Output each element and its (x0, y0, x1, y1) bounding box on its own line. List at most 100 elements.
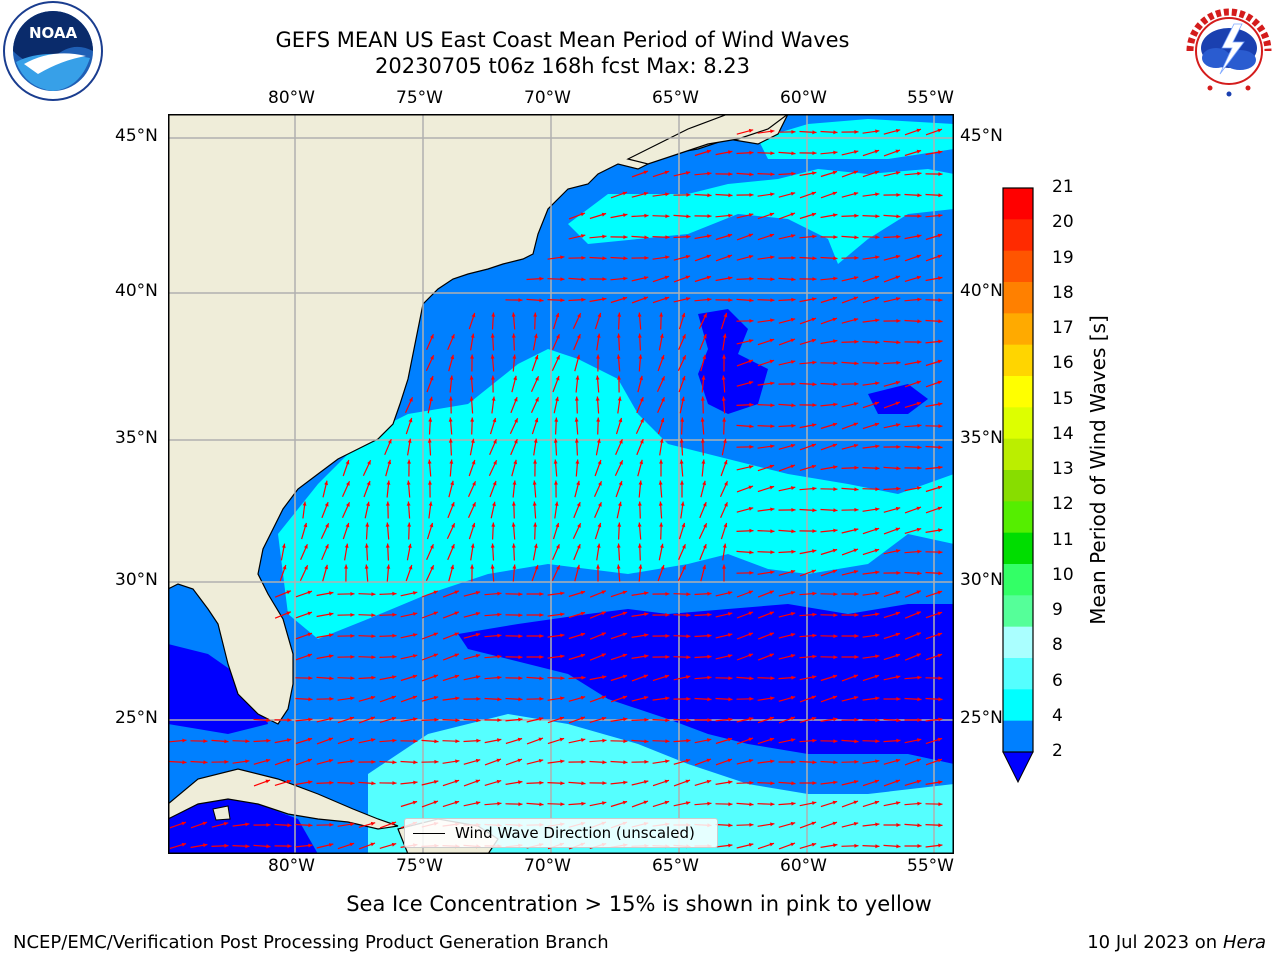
wave-direction-arrowhead (875, 487, 880, 492)
wave-direction-arrowhead (749, 802, 754, 807)
wave-direction-arrowhead (406, 480, 411, 485)
wave-direction-arrowhead (769, 590, 774, 595)
wave-direction-arrowhead (308, 780, 313, 785)
wave-direction-arrowhead (511, 312, 516, 317)
wave-direction-arrowhead (896, 801, 901, 805)
wave-direction-arrowhead (723, 522, 728, 528)
wave-direction-arrowhead (451, 523, 455, 528)
wave-direction-arrowhead (700, 396, 705, 401)
wave-direction-arrowhead (518, 780, 523, 785)
wave-direction-arrowhead (686, 193, 691, 197)
wave-direction-arrowhead (769, 359, 775, 364)
wave-direction-arrowhead (937, 590, 943, 595)
wave-direction-arrowhead (770, 277, 775, 282)
wave-direction-arrowhead (790, 212, 795, 217)
wave-direction-arrowhead (408, 417, 413, 423)
colorbar-segment (1003, 282, 1033, 314)
wave-direction-arrowhead (454, 632, 459, 637)
wave-direction-arrowhead (853, 276, 859, 280)
wave-direction-arrowhead (812, 151, 817, 155)
wave-direction-arrowhead (722, 354, 726, 359)
wave-direction-arrowhead (917, 214, 922, 218)
wave-direction-arrowhead (433, 611, 438, 616)
wave-direction-arrowhead (370, 695, 376, 700)
wave-direction-arrowhead (455, 739, 460, 744)
lon-label-top: 60°W (780, 88, 827, 108)
wave-direction-arrowhead (556, 565, 560, 570)
wave-direction-arrowhead (406, 501, 411, 506)
lat-label-right: 25°N (960, 708, 1003, 728)
wave-direction-arrowhead (707, 633, 712, 638)
wave-direction-arrowhead (665, 235, 670, 240)
wave-direction-arrowhead (769, 716, 774, 721)
wave-direction-arrowhead (853, 570, 859, 574)
wave-direction-arrowhead (370, 738, 376, 742)
wave-direction-arrowhead (707, 675, 712, 680)
wave-direction-arrowhead (938, 823, 943, 828)
wave-direction-arrowhead (448, 396, 453, 401)
wave-direction-arrowhead (581, 675, 586, 680)
wave-direction-arrowhead (492, 417, 497, 423)
wave-direction-arrowhead (895, 632, 901, 637)
wave-direction-arrowhead (476, 697, 481, 701)
wave-direction-arrowhead (896, 718, 901, 723)
wave-direction-arrowhead (350, 634, 355, 638)
wave-direction-arrowhead (303, 522, 308, 528)
wave-direction-arrowhead (665, 759, 670, 764)
wave-direction-arrowhead (791, 529, 796, 534)
colorbar-segment (1003, 501, 1033, 534)
wave-direction-arrowhead (769, 611, 774, 616)
noaa-logo: NOAA (3, 1, 103, 101)
wave-direction-arrowhead (703, 313, 707, 318)
wave-direction-arrowhead (539, 655, 544, 659)
wave-direction-arrowhead (833, 613, 838, 618)
wave-direction-arrowhead (701, 375, 706, 380)
wave-direction-arrowhead (854, 843, 859, 848)
wave-direction-arrowhead (344, 564, 348, 569)
wave-direction-arrowhead (535, 376, 539, 381)
wave-direction-arrowhead (790, 338, 795, 343)
wave-direction-arrowhead (790, 234, 796, 238)
darkblue-region-caribbean (168, 789, 318, 854)
colorbar-segment (1003, 344, 1033, 377)
wave-direction-arrowhead (833, 655, 838, 660)
wave-direction-arrowhead (706, 758, 711, 763)
colorbar-tick-label: 11 (1052, 529, 1074, 550)
wave-direction-arrowhead (937, 506, 942, 511)
wave-direction-arrowhead (497, 591, 502, 596)
wave-direction-arrowhead (812, 591, 817, 596)
wave-direction-arrowhead (392, 591, 397, 596)
wave-direction-arrowhead (937, 611, 943, 616)
wave-direction-arrowhead (895, 423, 901, 427)
wave-direction-arrowhead (533, 522, 538, 527)
wave-direction-arrowhead (938, 780, 943, 785)
colorbar-segment (1003, 438, 1033, 471)
wave-direction-arrowhead (707, 697, 712, 702)
wave-direction-arrowhead (287, 738, 292, 743)
wave-direction-arrowhead (832, 569, 837, 574)
wave-direction-arrowhead (790, 716, 795, 721)
wave-direction-arrowhead (560, 759, 565, 764)
wave-direction-arrowhead (832, 695, 837, 700)
wave-direction-arrowhead (917, 171, 922, 176)
wave-direction-arrowhead (937, 128, 942, 133)
lat-label-right: 45°N (960, 126, 1003, 146)
wave-direction-arrowhead (574, 438, 579, 443)
wave-direction-arrowhead (370, 716, 375, 721)
wave-direction-arrowhead (595, 375, 600, 380)
wave-direction-arrowhead (874, 779, 879, 784)
colorbar-tick-label: 18 (1052, 282, 1074, 303)
wave-direction-arrowhead (770, 151, 775, 156)
wave-direction-arrowhead (707, 591, 712, 596)
wave-direction-arrowhead (791, 171, 796, 176)
wave-direction-arrowhead (812, 297, 817, 302)
footer-machine: Hera (1222, 932, 1266, 953)
wave-direction-arrowhead (728, 298, 733, 302)
wave-direction-arrowhead (895, 675, 901, 679)
wave-direction-arrowhead (308, 717, 313, 722)
wave-direction-arrowhead (203, 843, 208, 848)
wave-direction-arrowhead (727, 233, 733, 238)
wave-direction-arrowhead (938, 319, 943, 324)
wave-direction-arrowhead (701, 459, 706, 464)
wave-direction-arrowhead (555, 522, 560, 528)
